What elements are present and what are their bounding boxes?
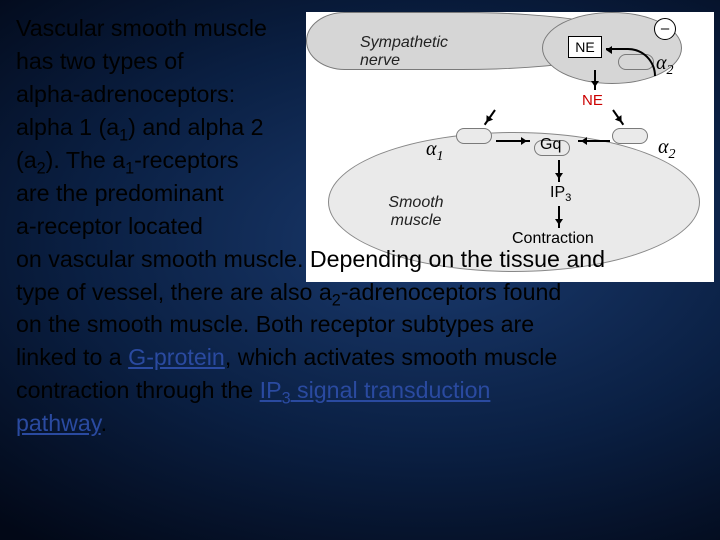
ip3-pathway-link[interactable]: IP3 signal transduction [260,377,491,403]
para-line-6: pathway. [16,410,107,436]
para-line-5: contraction through the IP3 signal trans… [16,377,490,403]
para-line-4: linked to a G-protein, which activates s… [16,344,557,370]
slide-card: Sympathetic nerve – NE α2 NE Smooth musc… [6,4,714,534]
line-7: a-receptor located [16,210,296,243]
para-line-1: on vascular smooth muscle. Depending on … [16,246,605,272]
pathway-link[interactable]: pathway [16,410,101,436]
g-protein-link[interactable]: G-protein [128,344,225,370]
line-3: alpha-adrenoceptors: [16,78,296,111]
line-4: alpha 1 (a1) and alpha 2 [16,111,296,144]
line-6: are the predominant [16,177,296,210]
para-line-3: on the smooth muscle. Both receptor subt… [16,311,534,337]
para-line-2: type of vessel, there are also a2-adreno… [16,279,561,305]
line-1: Vascular smooth muscle [16,12,296,45]
line-2: has two types of [16,45,296,78]
line-5: (a2). The a1-receptors [16,144,296,177]
body-text: Vascular smooth muscle has two types of … [16,12,716,440]
